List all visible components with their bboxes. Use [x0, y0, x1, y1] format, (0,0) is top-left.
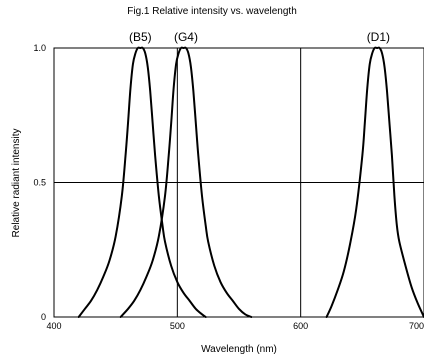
series-label-d1: (D1) — [367, 30, 390, 44]
y-axis-label: Relative radiant intensity — [11, 129, 22, 238]
series-line-b5 — [77, 46, 207, 318]
grid — [54, 48, 424, 317]
plot-frame — [53, 47, 424, 318]
series-line-g4 — [119, 46, 253, 318]
chart-title: Fig.1 Relative intensity vs. wavelength — [127, 6, 297, 17]
series-label-g4: (G4) — [174, 30, 198, 44]
series-label-b5: (B5) — [129, 30, 152, 44]
y-tick-label-0: 0 — [41, 312, 46, 322]
tick-labels: 400 500 600 700 0 0.5 1.0 — [33, 43, 424, 331]
x-tick-label-600: 600 — [293, 321, 308, 331]
series-line-d1 — [325, 46, 424, 318]
curves — [77, 46, 424, 318]
x-tick-label-500: 500 — [170, 321, 185, 331]
x-tick-label-400: 400 — [46, 321, 61, 331]
series-labels: (B5) (G4) (D1) — [129, 30, 390, 44]
y-tick-label-1: 1.0 — [33, 43, 46, 53]
x-axis-label: Wavelength (nm) — [201, 344, 277, 355]
x-tick-label-700: 700 — [409, 321, 424, 331]
y-tick-label-0-5: 0.5 — [33, 178, 46, 188]
